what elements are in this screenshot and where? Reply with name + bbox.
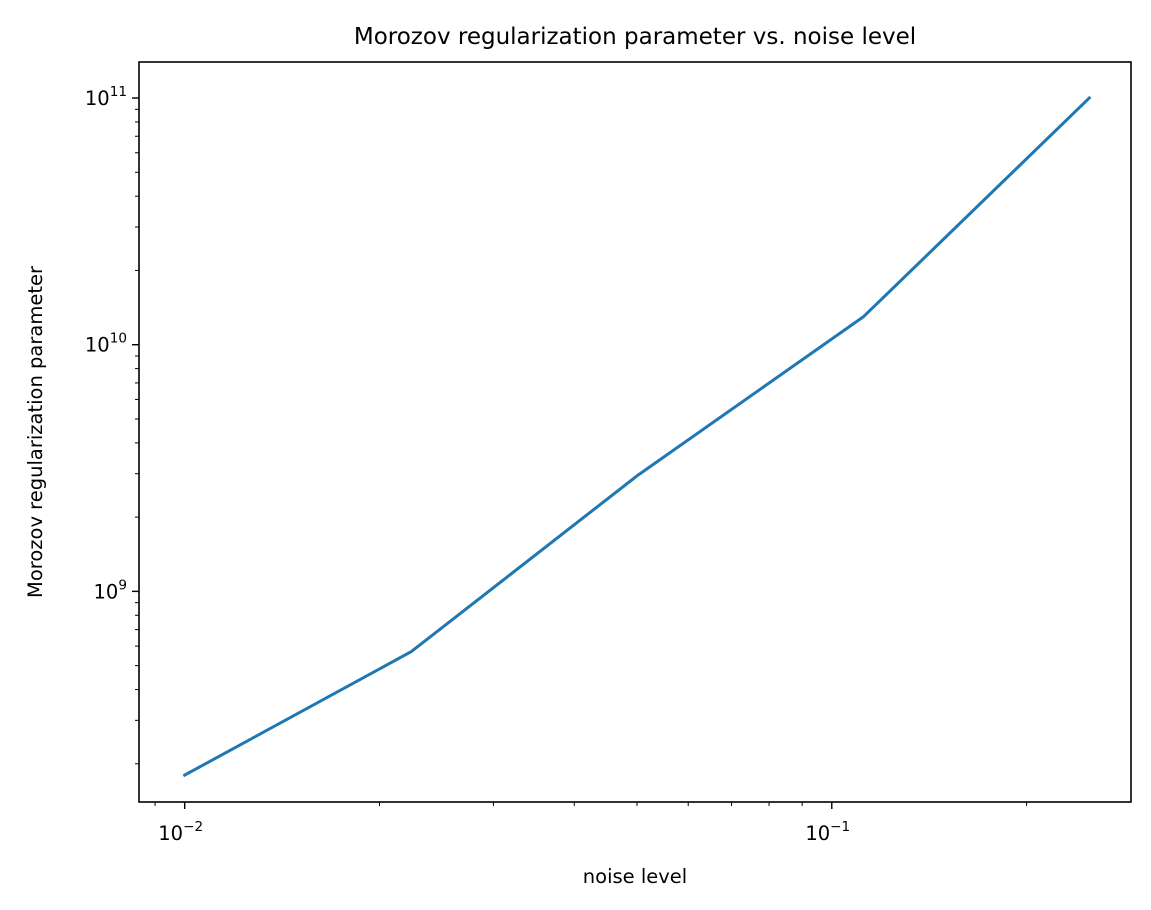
x-tick-label-exponent: −2 <box>183 819 203 835</box>
x-tick-label: 10−2 <box>158 819 203 845</box>
y-axis-label: Morozov regularization parameter <box>24 265 47 598</box>
y-tick-label-exponent: 11 <box>110 84 127 100</box>
y-tick-label-exponent: 9 <box>118 577 127 593</box>
y-tick-label-base: 10 <box>94 580 119 603</box>
series-line-0 <box>182 95 1092 778</box>
plot-area <box>138 61 1132 803</box>
y-tick-label: 109 <box>94 577 127 603</box>
x-tick-label-base: 10 <box>158 822 183 845</box>
y-tick-label-exponent: 10 <box>110 331 127 347</box>
x-axis-label: noise level <box>583 865 687 888</box>
x-tick-label: 10−1 <box>805 819 850 845</box>
chart-title: Morozov regularization parameter vs. noi… <box>354 24 916 50</box>
x-tick-label-exponent: −1 <box>830 819 850 835</box>
y-tick-label: 1011 <box>85 84 127 110</box>
plot-frame <box>138 61 1132 803</box>
y-tick-label-base: 10 <box>85 87 110 110</box>
x-axis: 10−2 10−1 <box>154 802 1028 845</box>
series-layer <box>182 95 1092 778</box>
x-tick-label-base: 10 <box>805 822 830 845</box>
y-tick-label-base: 10 <box>85 334 110 357</box>
y-tick-label: 1010 <box>85 331 127 357</box>
